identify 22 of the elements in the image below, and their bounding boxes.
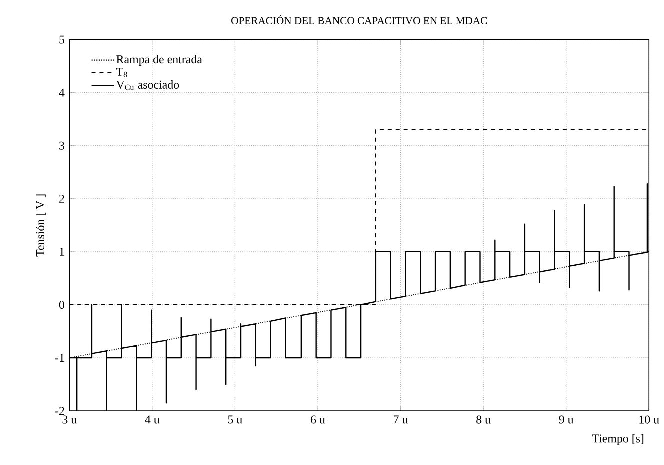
y-tick-label: 3 bbox=[60, 142, 64, 150]
x-tick-label: 10 u bbox=[640, 416, 660, 424]
x-tick-label: 9 u bbox=[559, 416, 574, 424]
y-tick-label: -1 bbox=[55, 354, 64, 362]
chart-title: OPERACIÓN DEL BANCO CAPACITIVO EN EL MDAC bbox=[232, 15, 488, 24]
y-axis-title: Tensión [ V ] bbox=[36, 194, 46, 257]
legend-label: V$_{Cu}$ asociado bbox=[116, 80, 180, 90]
x-tick-label: 6 u bbox=[311, 416, 326, 424]
legend-label: T$_{8}$ bbox=[116, 68, 128, 78]
x-tick-label: 4 u bbox=[145, 416, 160, 424]
y-tick-label: 2 bbox=[59, 194, 64, 203]
x-tick-label: 3 u bbox=[62, 416, 77, 424]
x-tick-label: 8 u bbox=[476, 416, 491, 424]
y-tick-label: 1 bbox=[60, 248, 64, 256]
x-tick-label: 7 u bbox=[394, 416, 408, 424]
x-tick-label: 5 u bbox=[228, 416, 242, 424]
x-axis-title: Tiempo [s] bbox=[592, 434, 644, 445]
y-tick-label: 4 bbox=[59, 88, 65, 97]
y-tick-label: 0 bbox=[59, 300, 64, 309]
y-tick-label: -2 bbox=[55, 406, 64, 415]
legend-label: Rampa de entrada bbox=[116, 54, 202, 66]
y-tick-label: 5 bbox=[60, 36, 64, 44]
